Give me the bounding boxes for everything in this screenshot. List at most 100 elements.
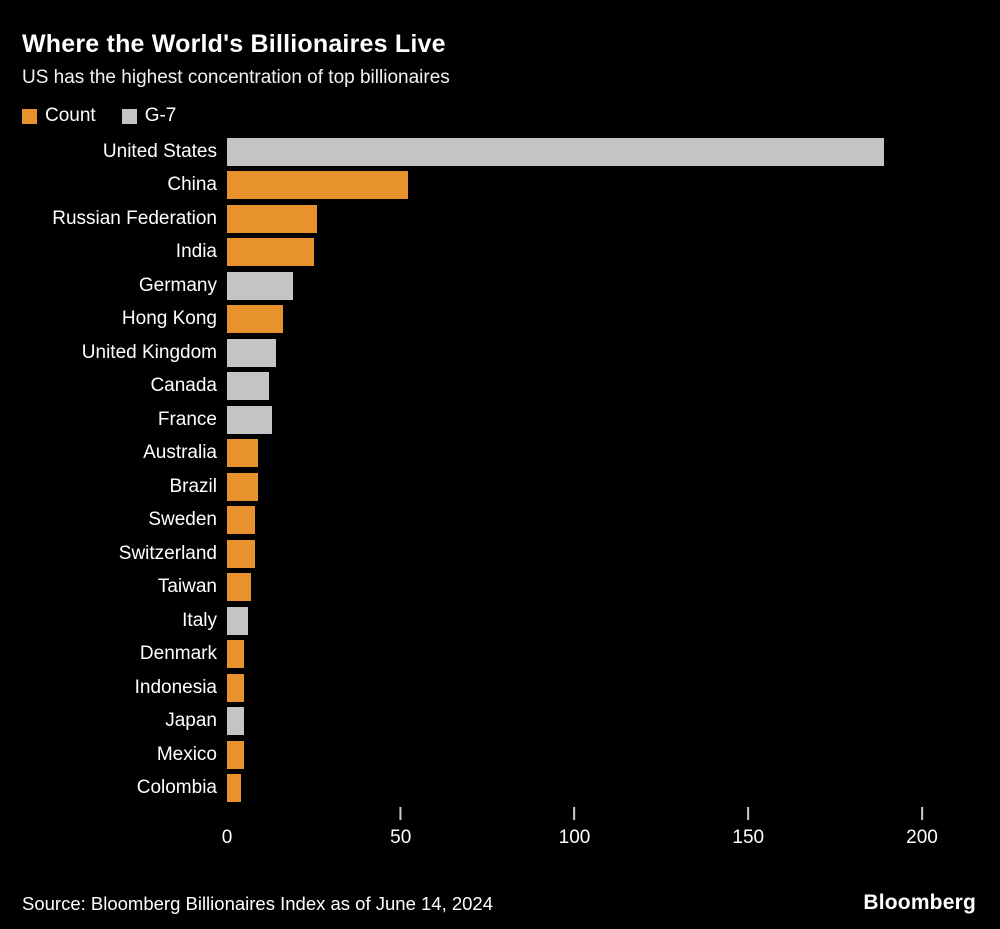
- legend-item: G-7: [121, 105, 177, 127]
- category-label: Italy: [182, 609, 217, 631]
- category-label: Indonesia: [134, 676, 217, 698]
- bar: [227, 405, 273, 434]
- bar-area: [227, 271, 922, 300]
- source-note: Source: Bloomberg Billionaires Index as …: [22, 893, 494, 914]
- bar: [227, 606, 248, 635]
- bar: [227, 774, 241, 803]
- category-label: India: [175, 241, 217, 263]
- chart-row: United Kingdom: [22, 336, 978, 370]
- chart-subtitle: US has the highest concentration of top …: [22, 67, 450, 88]
- category-label: China: [167, 174, 217, 196]
- bar-area: [227, 472, 922, 501]
- tick-label: 0: [221, 827, 233, 848]
- x-axis-tick: 50: [390, 807, 411, 849]
- chart-row: Sweden: [22, 504, 978, 538]
- bar-area: [227, 774, 922, 803]
- category-label: Canada: [150, 375, 217, 397]
- category-label: Japan: [165, 710, 217, 732]
- chart-row: Colombia: [22, 772, 978, 806]
- bar-area: [227, 740, 922, 769]
- chart-row: Italy: [22, 604, 978, 638]
- bar: [227, 238, 314, 267]
- category-label: Brazil: [169, 475, 217, 497]
- bar-area: [227, 204, 922, 233]
- category-label: Australia: [143, 442, 217, 464]
- bar-area: [227, 640, 922, 669]
- bar-area: [227, 573, 922, 602]
- chart-title: Where the World's Billionaires Live: [22, 30, 446, 58]
- bar: [227, 439, 259, 468]
- chart-row: India: [22, 236, 978, 270]
- bar-area: [227, 305, 922, 334]
- bar-area: [227, 606, 922, 635]
- category-label: France: [157, 408, 217, 430]
- category-label: Taiwan: [157, 576, 217, 598]
- bloomberg-logo: Bloomberg: [863, 891, 976, 914]
- bar-area: [227, 137, 922, 166]
- chart-footer: Source: Bloomberg Billionaires Index as …: [22, 891, 976, 915]
- bar: [227, 271, 294, 300]
- legend-item: Count: [22, 105, 96, 127]
- chart-row: Denmark: [22, 638, 978, 672]
- bar: [227, 372, 269, 401]
- bar-area: [227, 372, 922, 401]
- chart-row: Brazil: [22, 470, 978, 504]
- chart-rows: United States China Russian Federation Indi…: [22, 135, 978, 805]
- legend-swatch: [121, 108, 137, 124]
- bar: [227, 573, 252, 602]
- bar: [227, 539, 255, 568]
- bar: [227, 305, 283, 334]
- bar-area: [227, 405, 922, 434]
- bar: [227, 338, 276, 367]
- chart-row: United States: [22, 135, 978, 169]
- legend-swatch: [22, 108, 37, 124]
- chart-row: France: [22, 403, 978, 437]
- tick-label: 150: [732, 827, 765, 848]
- category-label: Mexico: [156, 743, 217, 765]
- bar: [227, 640, 245, 669]
- bar-area: [227, 506, 922, 535]
- bar-area: [227, 171, 922, 200]
- tick-label: 50: [390, 827, 412, 848]
- chart-row: Indonesia: [22, 671, 978, 705]
- tick-mark: [920, 807, 923, 820]
- chart-row: Russian Federation: [22, 202, 978, 236]
- x-axis-tick: 0: [222, 807, 233, 849]
- chart-row: Mexico: [22, 738, 978, 772]
- legend: Count G-7: [22, 105, 978, 127]
- bar-area: [227, 238, 922, 267]
- chart-row: Switzerland: [22, 537, 978, 571]
- category-label: Denmark: [139, 643, 217, 665]
- bar: [227, 171, 408, 200]
- bar: [227, 673, 245, 702]
- bar-area: [227, 439, 922, 468]
- category-label: Russian Federation: [52, 207, 217, 229]
- tick-label: 100: [558, 827, 591, 848]
- bar-area: [227, 338, 922, 367]
- x-axis-tick: 150: [732, 807, 764, 849]
- tick-mark: [747, 807, 750, 820]
- bar: [227, 472, 259, 501]
- legend-label: G-7: [144, 105, 177, 126]
- bar-area: [227, 539, 922, 568]
- category-label: Sweden: [148, 509, 217, 531]
- category-label: Germany: [138, 274, 217, 296]
- bar: [227, 740, 245, 769]
- category-label: United Kingdom: [81, 341, 217, 363]
- chart-row: China: [22, 169, 978, 203]
- bar: [227, 204, 318, 233]
- tick-mark: [573, 807, 576, 820]
- bar: [227, 506, 255, 535]
- chart-panel: Where the World's Billionaires Live US h…: [22, 30, 978, 859]
- chart-row: Germany: [22, 269, 978, 303]
- chart-row: Hong Kong: [22, 303, 978, 337]
- bar: [227, 707, 245, 736]
- category-label: Switzerland: [118, 542, 217, 564]
- tick-label: 200: [906, 827, 938, 848]
- legend-label: Count: [45, 105, 96, 126]
- bar: [227, 137, 884, 166]
- bar-area: [227, 707, 922, 736]
- chart-row: Canada: [22, 370, 978, 404]
- category-label: Colombia: [136, 777, 217, 799]
- bar-chart: United States China Russian Federation Indi…: [22, 135, 978, 859]
